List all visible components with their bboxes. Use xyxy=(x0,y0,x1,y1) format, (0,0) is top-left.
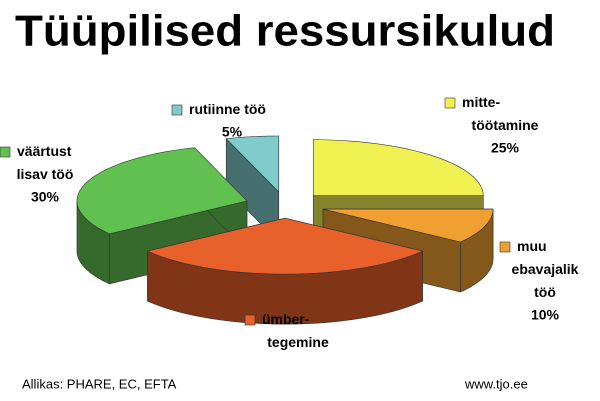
legend-swatch xyxy=(244,314,256,326)
slice xyxy=(225,135,280,243)
slice-label: muu ebavajalik töö xyxy=(512,238,579,300)
legend-swatch xyxy=(499,241,511,253)
website: www.tjo.ee xyxy=(464,376,528,391)
legend-swatch xyxy=(444,97,456,109)
slice-label: ümber-tegemine xyxy=(262,311,329,350)
value-label: 5% xyxy=(222,124,243,140)
value-label: 25% xyxy=(491,140,520,156)
legend-swatch xyxy=(0,146,11,158)
value-label: 30% xyxy=(31,189,60,205)
slice xyxy=(76,146,248,285)
slice-top xyxy=(225,135,280,193)
slice-label: rutiinne töö xyxy=(189,101,266,117)
slice-label: väärtust lisav töö xyxy=(17,143,74,182)
source: Allikas: PHARE, EC, EFTA xyxy=(22,376,177,391)
slice-top xyxy=(312,139,484,196)
slice-top xyxy=(146,217,424,275)
slice-top xyxy=(76,147,248,235)
slice xyxy=(146,217,424,325)
chart-title: Tüüpilised ressursikulud xyxy=(15,7,555,56)
slice-label: mitte-töötamine xyxy=(462,94,539,133)
value-label: 10% xyxy=(531,307,560,323)
legend-swatch xyxy=(171,104,183,116)
slice-top xyxy=(322,208,494,243)
